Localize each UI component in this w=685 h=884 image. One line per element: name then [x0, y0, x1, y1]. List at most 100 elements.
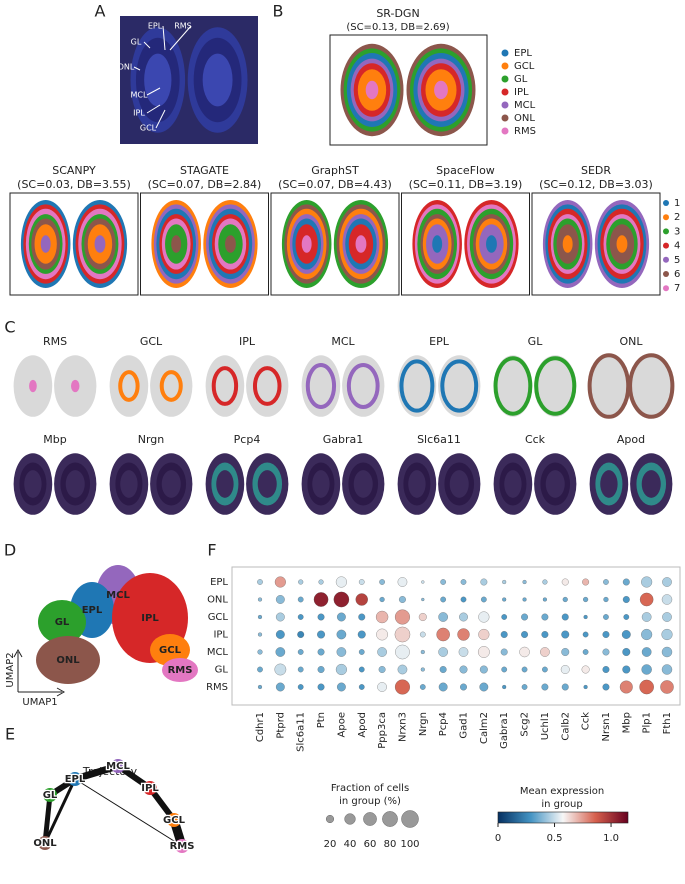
- node: [38, 836, 52, 850]
- dot: [481, 596, 487, 603]
- dot: [582, 631, 589, 638]
- dot: [379, 596, 385, 603]
- label: IPL: [133, 109, 145, 118]
- dot: [358, 649, 365, 655]
- label: IPL: [213, 630, 228, 641]
- dot: [274, 576, 286, 588]
- size-key: [363, 812, 377, 826]
- dot: [622, 596, 630, 603]
- legend-marker: [501, 75, 509, 83]
- node: [68, 772, 82, 786]
- dot: [619, 680, 633, 694]
- label: ONL: [514, 113, 535, 124]
- dot: [542, 579, 548, 585]
- dot: [419, 631, 426, 638]
- label: EPL: [514, 48, 532, 59]
- dot: [602, 648, 610, 656]
- label: ONL: [207, 595, 228, 606]
- size-key: [401, 810, 419, 828]
- label: Gad1: [459, 712, 470, 739]
- dot: [335, 576, 347, 588]
- label: MCL: [106, 590, 130, 601]
- dot: [438, 647, 448, 657]
- dot: [257, 684, 263, 690]
- legend-marker: [501, 62, 509, 70]
- dot: [457, 628, 470, 641]
- label: Cck: [581, 712, 592, 730]
- dot: [561, 648, 570, 656]
- label: RMS: [206, 682, 228, 693]
- tissue: [109, 355, 149, 417]
- dot: [603, 579, 609, 585]
- label: SR-DGN: [376, 7, 419, 20]
- dot: [275, 612, 285, 622]
- label: Pcp4: [234, 433, 261, 446]
- tissue: [171, 235, 182, 253]
- tissue: [144, 53, 172, 107]
- dot: [438, 682, 448, 692]
- dot: [502, 684, 507, 690]
- dot: [317, 648, 325, 656]
- dot: [318, 579, 324, 585]
- label: Plp1: [642, 712, 653, 734]
- label: GraphST: [311, 164, 359, 177]
- label: Slc6a11: [417, 433, 461, 446]
- tissue: [71, 379, 80, 393]
- label: 2: [674, 212, 680, 223]
- label: IPL: [141, 613, 159, 624]
- dot: [582, 649, 589, 655]
- label: ONL: [619, 335, 643, 348]
- tissue: [493, 355, 533, 417]
- dot: [420, 667, 425, 672]
- tissue: [40, 235, 51, 253]
- label: Fraction of cells: [331, 783, 409, 794]
- tissue: [305, 363, 337, 409]
- dot: [438, 612, 448, 622]
- dot: [275, 647, 286, 657]
- label: ONL: [118, 63, 135, 72]
- node: [167, 813, 181, 827]
- label: EPL: [82, 605, 103, 616]
- tissue: [301, 235, 312, 253]
- dot: [478, 628, 490, 641]
- label: 0.5: [547, 833, 563, 844]
- dot: [419, 684, 426, 690]
- label: MCL: [514, 100, 536, 111]
- dot: [500, 648, 508, 656]
- dot: [562, 596, 568, 603]
- dot: [297, 684, 304, 690]
- label: 6: [674, 269, 680, 280]
- label: Ptn: [316, 712, 327, 728]
- size-key: [382, 811, 398, 827]
- legend-marker: [663, 200, 669, 206]
- dot: [661, 646, 673, 658]
- dot: [336, 682, 346, 692]
- tissue: [94, 235, 106, 253]
- dot: [460, 683, 467, 691]
- label: Scg2: [520, 712, 531, 737]
- edge: [74, 778, 183, 847]
- dot: [257, 597, 263, 602]
- tissue: [365, 80, 379, 100]
- dot: [622, 648, 631, 656]
- tissue: [545, 470, 565, 498]
- label: MCL: [131, 91, 148, 100]
- pointer: [143, 41, 151, 49]
- dot: [479, 665, 488, 674]
- dot: [602, 631, 610, 638]
- tissue: [205, 355, 245, 417]
- label: (SC=0.03, DB=3.55): [17, 178, 131, 191]
- dot: [358, 613, 366, 621]
- dot: [501, 614, 508, 620]
- dot: [622, 578, 630, 586]
- dot: [257, 666, 263, 673]
- size-key: [325, 814, 335, 824]
- label: GCL: [208, 612, 229, 623]
- label: Uchl1: [540, 712, 551, 740]
- tissue: [432, 235, 443, 253]
- dot: [660, 680, 674, 694]
- dot: [560, 665, 570, 674]
- label: Fth1: [662, 712, 673, 734]
- tissue: [65, 470, 85, 498]
- node: [111, 759, 125, 773]
